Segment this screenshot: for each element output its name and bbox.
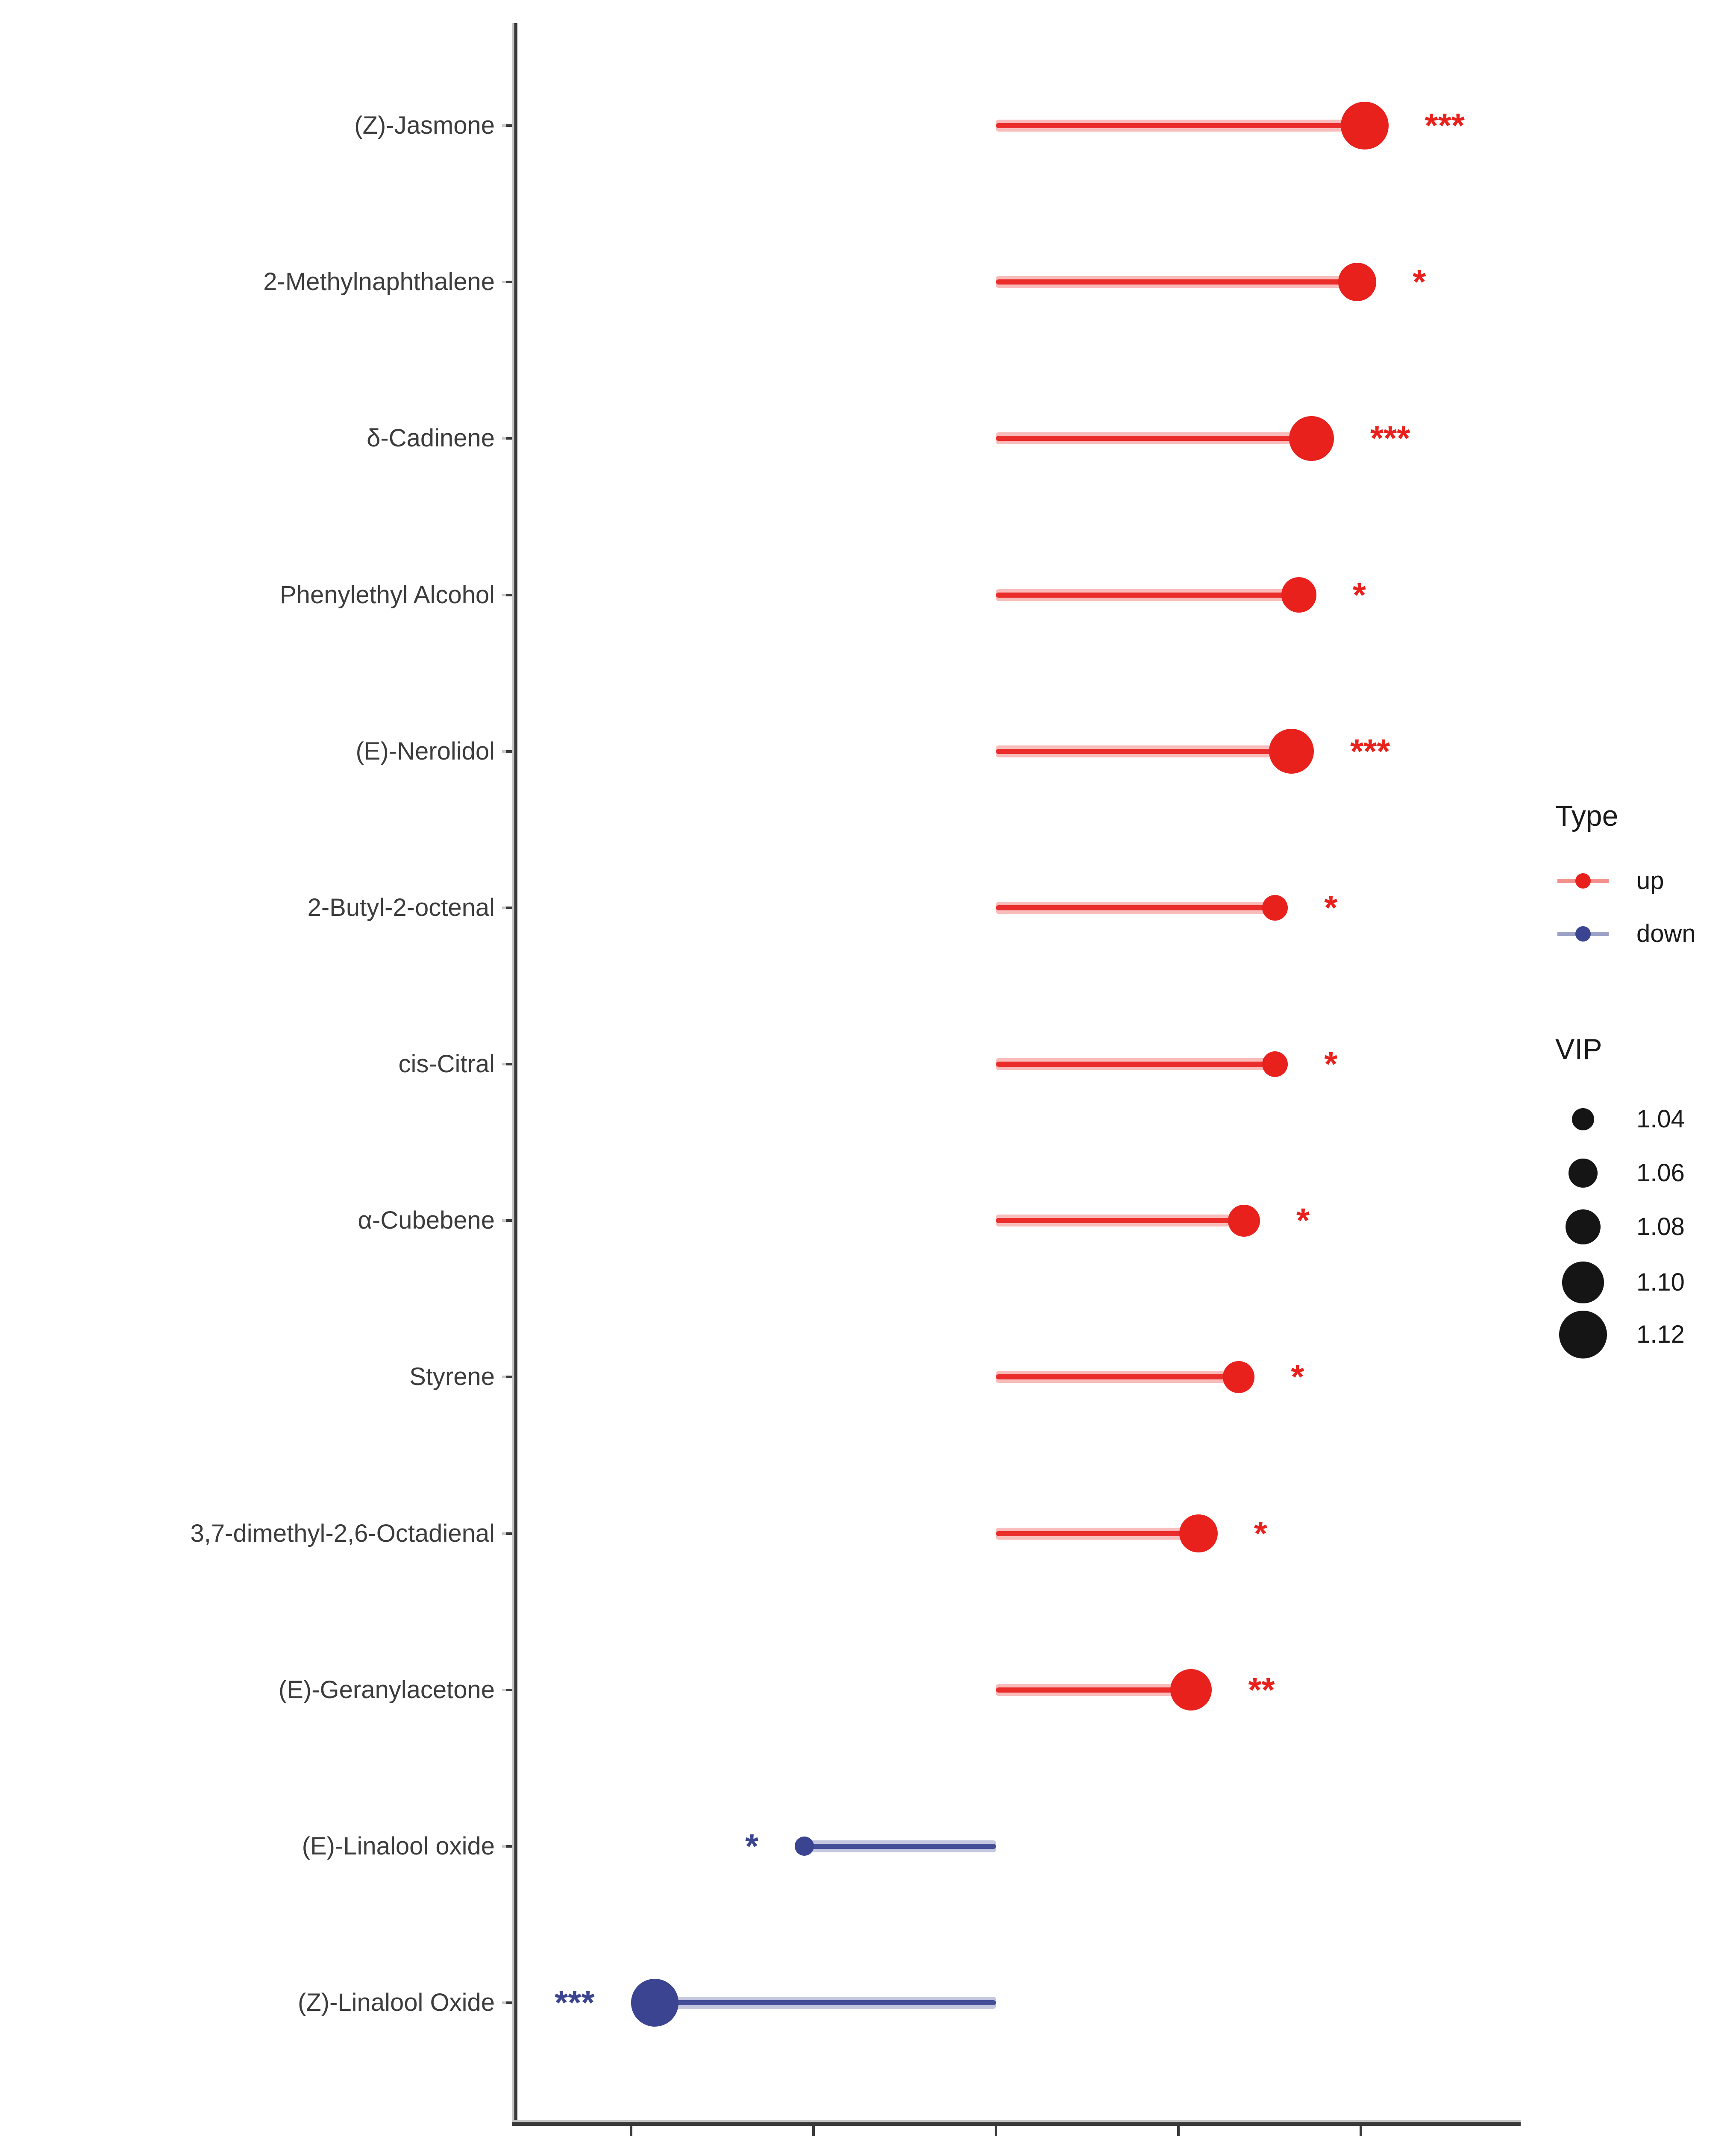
y-tick-mark [502, 1219, 515, 1222]
legend-vip-label: 1.10 [1636, 1268, 1685, 1296]
lollipop-stem [996, 1062, 1275, 1067]
lollipop-dot [1262, 895, 1288, 921]
y-tick-mark [502, 2001, 515, 2004]
x-axis-line [512, 2120, 1521, 2126]
row-label: 3,7-dimethyl-2,6-Octadienal [190, 1519, 495, 1547]
significance-stars: * [1324, 888, 1338, 927]
y-tick-mark [502, 1063, 515, 1066]
significance-stars: *** [555, 1983, 595, 2022]
x-tick-mark [630, 2126, 632, 2136]
lollipop-stem [996, 905, 1275, 910]
x-tick-mark [995, 2126, 997, 2136]
legend-type-label: down [1636, 920, 1696, 948]
lollipop-dot [1228, 1204, 1260, 1237]
significance-stars: * [1413, 263, 1426, 301]
legend-vip-title: VIP [1555, 1033, 1602, 1065]
significance-stars: * [1296, 1201, 1310, 1240]
row-label: δ-Cadinene [367, 424, 495, 452]
legend-vip-label: 1.06 [1636, 1159, 1685, 1187]
row-label: 2-Methylnaphthalene [263, 268, 495, 296]
significance-stars: *** [1350, 732, 1390, 770]
legend-vip-dot [1569, 1159, 1598, 1188]
legend-type-label: up [1636, 867, 1664, 895]
row-label: (Z)-Linalool Oxide [298, 1989, 495, 2017]
significance-stars: * [745, 1827, 759, 1865]
lollipop-stem [655, 2000, 996, 2006]
significance-stars: * [1324, 1045, 1338, 1083]
lollipop-stem [996, 1687, 1191, 1693]
y-tick-mark [502, 281, 515, 284]
lollipop-stem [996, 592, 1299, 598]
lollipop-dot [1222, 1361, 1255, 1393]
legend-key-dot [1575, 926, 1591, 942]
legend-vip-label: 1.12 [1636, 1320, 1685, 1348]
lollipop-dot [1262, 1051, 1288, 1077]
legend-vip-dot [1572, 1108, 1595, 1131]
lollipop-stem [996, 436, 1312, 441]
y-tick-mark [502, 593, 515, 596]
y-axis-line [512, 23, 517, 2126]
y-tick-mark [502, 750, 515, 753]
lollipop-dot [1340, 102, 1389, 150]
x-tick-mark [1360, 2126, 1362, 2136]
row-label: (E)-Nerolidol [355, 737, 495, 765]
x-tick-mark [812, 2126, 815, 2136]
legend-key-dot [1575, 873, 1591, 889]
row-label: Styrene [409, 1363, 495, 1391]
y-tick-mark [502, 1532, 515, 1535]
lollipop-dot [1289, 416, 1334, 461]
y-tick-mark [502, 1376, 515, 1379]
lollipop-stem [996, 1218, 1244, 1224]
significance-stars: *** [1370, 419, 1410, 458]
significance-stars: * [1352, 575, 1366, 614]
legend-vip-dot [1562, 1262, 1604, 1303]
row-label: (Z)-Jasmone [354, 111, 495, 139]
row-label: Phenylethyl Alcohol [280, 581, 495, 609]
significance-stars: *** [1425, 106, 1465, 144]
lollipop-dot [1269, 729, 1314, 774]
lollipop-dot [1170, 1669, 1212, 1711]
lollipop-stem [804, 1843, 996, 1849]
y-tick-mark [502, 1845, 515, 1848]
row-label: (E)-Linalool oxide [302, 1832, 495, 1860]
lollipop-stem [996, 279, 1357, 285]
significance-stars: * [1254, 1514, 1267, 1552]
legend-vip-dot [1559, 1311, 1607, 1358]
lollipop-dot [1179, 1514, 1218, 1553]
significance-stars: ** [1248, 1670, 1275, 1709]
y-tick-mark [502, 906, 515, 909]
legend-vip-dot [1565, 1209, 1601, 1245]
row-label: α-Cubebene [358, 1206, 495, 1235]
lollipop-dot [1281, 577, 1316, 613]
lollipop-dot [1338, 263, 1377, 301]
row-label: 2-Butyl-2-octenal [307, 893, 495, 921]
legend-vip-label: 1.08 [1636, 1213, 1685, 1241]
row-label: cis-Citral [398, 1050, 495, 1078]
significance-stars: * [1291, 1358, 1304, 1396]
lollipop-stem [996, 748, 1292, 754]
lollipop-stem [996, 1374, 1239, 1380]
x-tick-mark [1177, 2126, 1180, 2136]
lollipop-stem [996, 1531, 1198, 1536]
row-label: (E)-Geranylacetone [278, 1675, 495, 1704]
y-tick-mark [502, 1688, 515, 1691]
lollipop-stem [996, 123, 1365, 128]
y-tick-mark [502, 437, 515, 440]
lollipop-dot [631, 1979, 679, 2027]
legend-type-title: Type [1555, 800, 1619, 832]
lollipop-dot [795, 1837, 814, 1856]
y-tick-mark [502, 124, 515, 127]
legend-vip-label: 1.04 [1636, 1105, 1685, 1133]
